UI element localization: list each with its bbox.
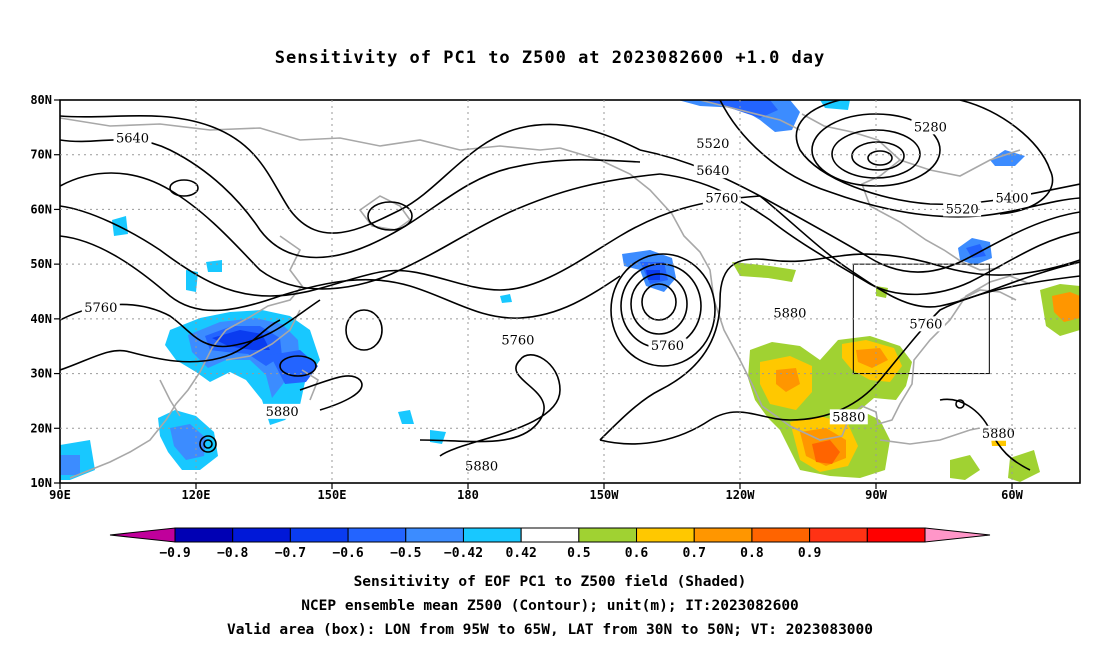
colorbar-label: 0.5 bbox=[567, 546, 590, 561]
lat-tick-label: 40N bbox=[30, 312, 52, 326]
contour-label: 5280 bbox=[914, 120, 947, 135]
contour-label-bg bbox=[693, 163, 732, 179]
lon-tick-label: 90E bbox=[49, 488, 71, 502]
colorbar-swatch bbox=[289, 527, 349, 543]
contour-label: 5520 bbox=[696, 137, 729, 152]
contour-label: 5880 bbox=[832, 410, 865, 425]
contour-label: 5760 bbox=[501, 334, 534, 349]
contour-label-bg bbox=[693, 135, 732, 151]
plot-title: Sensitivity of PC1 to Z500 at 2023082600… bbox=[274, 48, 826, 68]
colorbar-label: −0.5 bbox=[390, 546, 421, 561]
lon-tick-label: 180 bbox=[457, 488, 479, 502]
colorbar-swatch bbox=[578, 527, 638, 543]
contour-label-bg bbox=[648, 338, 687, 354]
colorbar-swatch bbox=[347, 527, 407, 543]
contour-label: 5520 bbox=[946, 202, 979, 217]
contour-labels: 5640 5520 5640 5760 5280 5400 5520 5760 5760 5760… bbox=[81, 119, 1031, 475]
colorbar-swatch bbox=[520, 527, 580, 543]
map-axes: 90E 120E 150E 180 150W 120W 90W 60W 80N 70N 60N 50N… bbox=[30, 93, 1023, 502]
colorbar-swatch bbox=[866, 527, 926, 543]
caption-line-2: NCEP ensemble mean Z500 (Contour); unit(… bbox=[301, 598, 799, 614]
contour-label-bg bbox=[263, 403, 302, 419]
colorbar-swatch bbox=[636, 527, 695, 543]
colorbar-label: −0.6 bbox=[332, 546, 363, 561]
colorbar-swatch bbox=[693, 527, 753, 543]
contour-label-bg bbox=[906, 316, 945, 332]
colorbar-label: −0.7 bbox=[275, 546, 306, 561]
colorbar-label: −0.42 bbox=[444, 546, 483, 561]
colorbar-swatch bbox=[232, 527, 291, 543]
lon-tick-label: 150W bbox=[590, 488, 620, 502]
contour-label-bg bbox=[113, 130, 152, 146]
contour-label: 5760 bbox=[909, 317, 942, 332]
contour-label: 5880 bbox=[982, 427, 1015, 442]
colorbar-swatch bbox=[405, 527, 464, 543]
contour-label: 5880 bbox=[465, 460, 498, 475]
colorbar-left-arrow bbox=[109, 527, 176, 543]
lon-tick-label: 150E bbox=[318, 488, 347, 502]
map-frame bbox=[59, 99, 1081, 484]
contour-label-bg bbox=[81, 299, 120, 315]
caption-line-3: Valid area (box): LON from 95W to 65W, L… bbox=[226, 622, 873, 638]
contour-label: 5640 bbox=[116, 131, 149, 146]
contour-label: 5400 bbox=[995, 191, 1028, 206]
contour-label-bg bbox=[702, 190, 741, 206]
contour-label-bg bbox=[829, 409, 868, 425]
lat-tick-label: 20N bbox=[30, 421, 52, 435]
lon-tick-label: 120W bbox=[726, 488, 756, 502]
lon-tick-label: 60W bbox=[1001, 488, 1023, 502]
contour-label-bg bbox=[462, 458, 501, 474]
lat-tick-label: 60N bbox=[30, 202, 52, 216]
colorbar-swatch bbox=[751, 527, 811, 543]
contour-label-bg bbox=[979, 425, 1018, 441]
lat-tick-label: 80N bbox=[30, 93, 52, 107]
z500-contours bbox=[60, 100, 1080, 471]
colorbar-swatch bbox=[462, 527, 522, 543]
contour-label: 5760 bbox=[705, 191, 738, 206]
lat-tick-label: 10N bbox=[30, 476, 52, 490]
contour-label: 5760 bbox=[84, 301, 117, 316]
lat-tick-label: 70N bbox=[30, 148, 52, 162]
colorbar-label: 0.7 bbox=[682, 546, 705, 561]
contour-label-bg bbox=[770, 305, 809, 321]
colorbar-swatch bbox=[174, 527, 234, 543]
contour-label-bg bbox=[498, 332, 537, 348]
lat-tick-label: 50N bbox=[30, 257, 52, 271]
contour-label: 5880 bbox=[773, 306, 806, 321]
lon-tick-label: 90W bbox=[865, 488, 887, 502]
contour-label-bg bbox=[943, 201, 982, 217]
caption-line-1: Sensitivity of EOF PC1 to Z500 field (Sh… bbox=[353, 574, 747, 590]
colorbar-label: 0.8 bbox=[740, 546, 764, 561]
colorbar-label: 0.42 bbox=[505, 546, 536, 561]
colorbar-swatch bbox=[809, 527, 868, 543]
colorbar: −0.9 −0.8 −0.7 −0.6 −0.5 −0.42 0.42 0.5 0.6 0.7 0.… bbox=[109, 527, 991, 561]
colorbar-label: −0.8 bbox=[217, 546, 248, 561]
colorbar-right-arrow bbox=[924, 527, 991, 543]
contour-label: 5640 bbox=[696, 164, 729, 179]
contour-label: 5880 bbox=[266, 405, 299, 420]
lat-tick-label: 30N bbox=[30, 367, 52, 381]
colorbar-label: −0.9 bbox=[159, 546, 190, 561]
lon-tick-label: 120E bbox=[182, 488, 211, 502]
contour-label-bg bbox=[911, 119, 950, 135]
colorbar-label: 0.6 bbox=[625, 546, 649, 561]
colorbar-label: 0.9 bbox=[798, 546, 821, 561]
sensitivity-shading bbox=[60, 100, 1080, 482]
graticule bbox=[60, 100, 1080, 483]
contour-label: 5760 bbox=[651, 339, 684, 354]
